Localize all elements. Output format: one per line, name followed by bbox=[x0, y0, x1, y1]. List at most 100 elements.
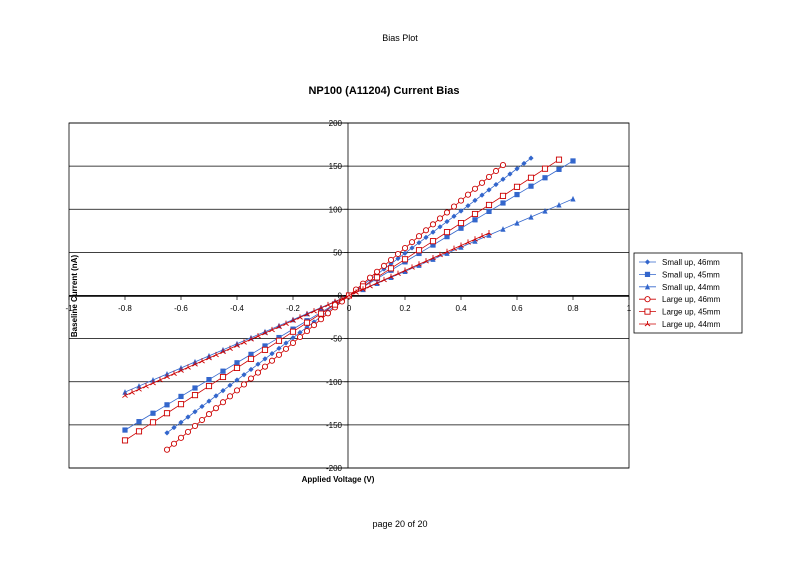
data-point bbox=[500, 200, 506, 206]
x-axis-title: Applied Voltage (V) bbox=[302, 475, 375, 484]
data-point bbox=[443, 209, 451, 216]
data-point bbox=[339, 295, 345, 301]
data-point bbox=[380, 262, 388, 269]
data-point bbox=[254, 369, 262, 376]
data-point bbox=[178, 393, 184, 400]
data-point bbox=[227, 345, 233, 352]
y-axis-title: Baseline Current (nA) bbox=[70, 255, 79, 338]
legend-label: Large up, 45mm bbox=[662, 308, 721, 317]
data-point bbox=[289, 339, 297, 346]
data-point bbox=[136, 386, 142, 392]
data-point bbox=[381, 276, 387, 283]
legend-item: Small up, 44mm bbox=[639, 283, 720, 292]
data-point bbox=[437, 224, 443, 230]
data-point bbox=[297, 314, 303, 320]
data-point bbox=[164, 402, 170, 408]
legend-item: Large up, 46mm bbox=[639, 295, 721, 304]
data-point bbox=[401, 256, 409, 263]
data-point bbox=[248, 366, 254, 373]
data-point bbox=[122, 427, 128, 433]
page-header: Bias Plot bbox=[382, 33, 418, 43]
data-point bbox=[269, 326, 275, 333]
y-tick-label: -200 bbox=[326, 464, 343, 473]
legend-marker bbox=[644, 271, 651, 277]
data-point bbox=[185, 364, 191, 370]
legend-item: Small up, 45mm bbox=[639, 270, 720, 279]
y-tick-label: 200 bbox=[329, 119, 343, 128]
data-point bbox=[457, 219, 465, 227]
data-point bbox=[317, 316, 325, 323]
x-tick-label: -0.4 bbox=[230, 304, 244, 313]
data-point bbox=[269, 351, 275, 357]
data-point bbox=[479, 192, 485, 198]
data-point bbox=[164, 430, 170, 436]
data-point bbox=[367, 283, 373, 289]
data-point bbox=[415, 233, 423, 240]
data-point bbox=[458, 242, 464, 248]
data-point bbox=[409, 245, 415, 251]
data-point bbox=[220, 387, 226, 394]
data-point bbox=[205, 383, 213, 390]
data-point bbox=[240, 381, 248, 388]
data-point bbox=[289, 328, 297, 335]
data-point bbox=[192, 409, 198, 415]
data-point bbox=[429, 238, 437, 245]
data-point bbox=[416, 240, 422, 246]
chart-title: NP100 (A11204) Current Bias bbox=[308, 85, 459, 97]
data-point bbox=[366, 274, 374, 281]
x-tick-label: 0.6 bbox=[511, 304, 523, 313]
data-point bbox=[192, 385, 198, 391]
data-point bbox=[150, 380, 156, 386]
data-point bbox=[423, 258, 429, 264]
data-point bbox=[486, 187, 492, 193]
y-tick-label: -150 bbox=[326, 421, 343, 430]
data-point bbox=[528, 155, 534, 161]
series-layer bbox=[121, 155, 576, 453]
data-point bbox=[276, 323, 282, 330]
data-point bbox=[178, 419, 184, 425]
data-point bbox=[541, 165, 549, 172]
data-point bbox=[387, 265, 395, 272]
data-point bbox=[527, 174, 535, 181]
data-point bbox=[394, 250, 402, 258]
data-point bbox=[149, 419, 157, 426]
data-point bbox=[177, 434, 185, 441]
data-point bbox=[500, 176, 506, 182]
data-point bbox=[304, 311, 310, 317]
x-tick-label: 0 bbox=[347, 304, 352, 313]
data-point bbox=[388, 273, 394, 280]
data-point bbox=[555, 156, 563, 163]
data-point bbox=[436, 215, 444, 222]
data-point bbox=[171, 370, 177, 377]
data-point bbox=[528, 214, 534, 220]
data-point bbox=[262, 356, 268, 362]
data-point bbox=[234, 360, 240, 366]
data-point bbox=[205, 411, 213, 418]
data-point bbox=[192, 361, 198, 367]
data-point bbox=[486, 208, 492, 215]
y-tick-label: 0 bbox=[338, 292, 343, 301]
series-line bbox=[124, 159, 560, 441]
data-point bbox=[486, 232, 492, 238]
legend-marker bbox=[644, 321, 651, 327]
data-point bbox=[171, 424, 177, 431]
data-point bbox=[451, 213, 457, 219]
data-point bbox=[325, 301, 331, 308]
data-point bbox=[234, 377, 240, 383]
data-point bbox=[471, 185, 479, 192]
legend-label: Large up, 44mm bbox=[662, 320, 721, 329]
data-point bbox=[247, 375, 255, 382]
data-point bbox=[164, 370, 170, 377]
legend-label: Small up, 46mm bbox=[662, 258, 720, 267]
legend-marker bbox=[644, 296, 651, 303]
data-point bbox=[499, 192, 507, 199]
tick-labels: -1 -0.8 -0.6 -0.4 -0.2 0 0.2 0.4 0.6 0.8 1 -200 -150… bbox=[65, 119, 631, 473]
data-point bbox=[184, 428, 192, 435]
data-point bbox=[268, 357, 276, 364]
data-point bbox=[458, 244, 464, 250]
data-point bbox=[185, 414, 191, 420]
data-point bbox=[542, 175, 548, 181]
data-point bbox=[261, 363, 269, 370]
legend-marker bbox=[644, 259, 651, 265]
data-point bbox=[135, 428, 143, 435]
